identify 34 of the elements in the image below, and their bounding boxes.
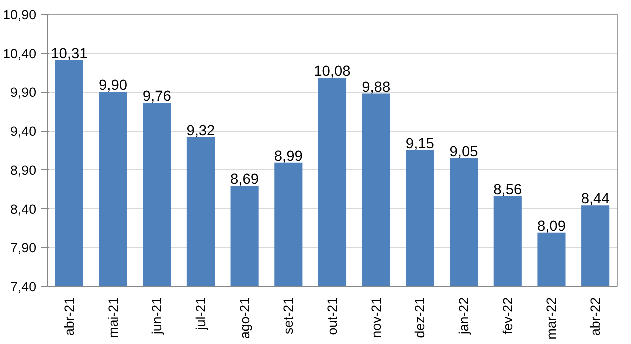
- data-label: 9,05: [450, 144, 478, 160]
- y-tick-label: 10,40: [3, 46, 37, 62]
- y-tick-label: 10,90: [3, 8, 37, 22]
- data-label: 9,32: [186, 123, 216, 140]
- data-label: 9,76: [142, 89, 172, 106]
- x-tick-label: jul-21: [193, 297, 208, 332]
- data-label: 8,44: [581, 192, 610, 208]
- x-tick-label: abr-21: [62, 297, 77, 336]
- data-label: 8,09: [537, 218, 566, 235]
- data-label: 8,99: [274, 148, 303, 165]
- data-label: 10,08: [314, 64, 351, 80]
- x-tick-label: mai-21: [106, 297, 121, 338]
- y-tick-label: 7,40: [10, 280, 37, 294]
- x-tick-label: jun-21: [150, 297, 165, 336]
- x-tick-label: ago-21: [237, 297, 252, 339]
- x-tick-label: dez-21: [412, 297, 428, 338]
- data-label: 9,15: [406, 136, 434, 152]
- y-tick-label: 7,90: [10, 240, 37, 256]
- x-tick-label: nov-21: [368, 297, 384, 338]
- data-label: 8,56: [494, 182, 522, 198]
- y-tick-label: 9,90: [10, 85, 37, 100]
- data-label: 9,88: [362, 80, 391, 96]
- x-tick-label: jan-22: [456, 297, 472, 336]
- y-tick-label: 8,90: [10, 162, 37, 178]
- x-tick-label: set-21: [281, 297, 296, 335]
- x-tick-label: fev-22: [500, 297, 516, 335]
- y-tick-label: 9,40: [10, 124, 37, 140]
- x-tick-label: mar-22: [544, 298, 560, 340]
- y-tick-label: 8,40: [10, 202, 37, 217]
- data-label: 8,69: [230, 172, 260, 188]
- x-tick-label: abr-22: [588, 297, 604, 336]
- data-label: 10,31: [51, 46, 88, 62]
- x-tick-label: out-21: [325, 297, 340, 336]
- data-label: 9,90: [99, 78, 128, 94]
